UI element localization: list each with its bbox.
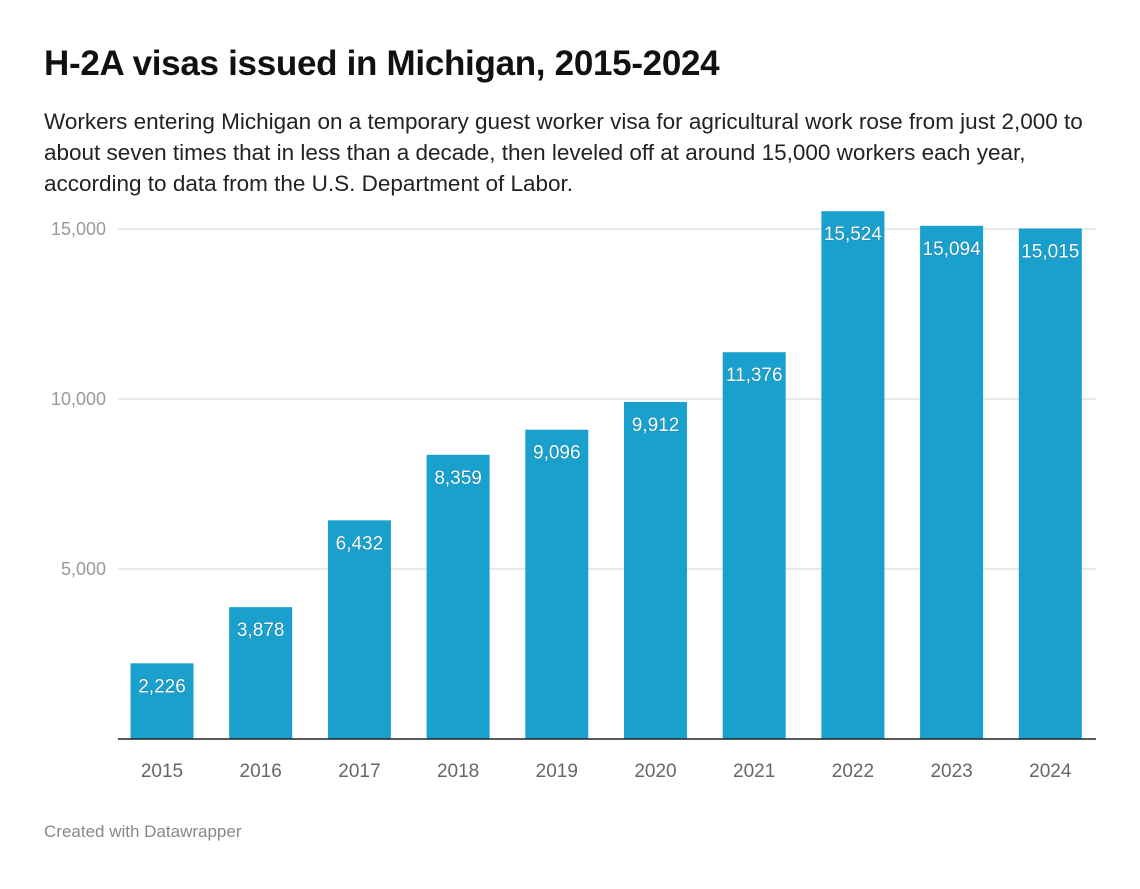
data-label: 15,524 [824,224,883,245]
x-tick-label: 2016 [240,761,282,782]
bar-2021 [722,352,786,739]
bar-2016 [229,607,293,739]
x-tick-label: 2023 [930,761,972,782]
x-tick-label: 2020 [634,761,676,782]
data-label: 2,226 [138,676,186,697]
bar-2015 [130,663,194,739]
bar-2020 [624,401,687,739]
data-label: 9,912 [632,415,680,436]
data-label: 15,094 [923,239,982,260]
data-label: 11,376 [726,365,783,386]
x-tick-label: 2019 [536,761,578,782]
x-tick-label: 2018 [437,761,479,782]
x-tick-label: 2017 [338,761,380,782]
x-tick-label: 2024 [1029,761,1072,782]
x-tick-label: 2015 [141,761,183,782]
y-tick-label: 5,000 [61,559,106,579]
x-tick-label: 2022 [832,761,874,782]
x-tick-label: 2021 [733,761,775,782]
bar-2017 [327,520,391,739]
data-label: 9,096 [533,443,581,464]
chart-title: H-2A visas issued in Michigan, 2015-2024 [44,44,720,83]
y-tick-label: 15,000 [51,219,106,239]
data-label: 8,359 [434,468,482,489]
bar-2022 [821,211,885,739]
footer-credit: Created with Datawrapper [44,822,242,841]
bar-2023 [920,225,984,739]
data-label: 3,878 [237,620,285,641]
chart-subtitle: Workers entering Michigan on a temporary… [44,109,1083,196]
bar-2024 [1018,228,1082,740]
data-label: 6,432 [336,533,384,554]
data-label: 15,015 [1021,241,1079,262]
bar-2019 [525,429,589,739]
bar-2018 [426,454,490,739]
y-tick-label: 10,000 [51,389,106,409]
